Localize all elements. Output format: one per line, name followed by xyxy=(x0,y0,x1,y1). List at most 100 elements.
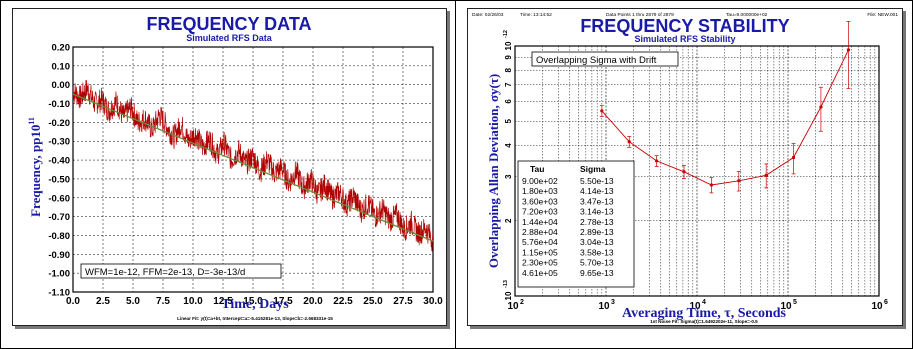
y-tick-label: -0.10 xyxy=(48,99,70,110)
y-tick-group: 8 xyxy=(504,67,513,72)
y-tick-label: -1.10 xyxy=(48,288,70,299)
y-tick-label: 6 xyxy=(504,99,513,104)
chart-title: FREQUENCY STABILITY xyxy=(580,16,789,36)
plot-border xyxy=(514,45,880,297)
table-cell-sigma: 2.78e-13 xyxy=(580,217,614,227)
y-axis-label-group: Frequency, pp1011 xyxy=(27,117,43,217)
chart-title: FREQUENCY DATA xyxy=(146,14,311,34)
y-tick-group: 7 xyxy=(504,82,513,87)
x-tick-exponent: 3 xyxy=(611,299,615,306)
y-axis-label: Frequency, pp1011 xyxy=(27,117,43,217)
y-tick-labels: 0.20 0.10 0.00 -0.10 -0.20 -0.30 -0.40 -0.50 -0.… xyxy=(48,43,70,299)
chart-subtitle: Simulated RFS Data xyxy=(186,33,273,43)
x-tick-label: 25.0 xyxy=(363,296,383,307)
plot-area xyxy=(72,46,434,293)
y-tick-label: 10 xyxy=(504,41,513,50)
x-tick-label: 10 xyxy=(871,301,883,312)
x-tick-labels: 10 2 10 3 10 4 10 5 10 6 xyxy=(507,299,888,312)
table-cell-tau: 7.20e+03 xyxy=(522,207,558,217)
header-points: Data Points 1 thru 2879 of 2879 xyxy=(606,12,674,18)
table-cell-sigma: 9.65e-13 xyxy=(580,268,614,278)
table-cell-tau: 1.15e+05 xyxy=(522,247,558,257)
sigma-point xyxy=(791,155,796,160)
header-tau: Tau=9.000000e+02 xyxy=(726,12,768,18)
y-tick-label: 3 xyxy=(504,174,513,179)
fit-line xyxy=(72,93,434,242)
x-tick-label: 2.5 xyxy=(96,296,110,307)
table-cell-sigma: 5.50e-13 xyxy=(580,176,614,186)
sigma-point xyxy=(709,183,714,187)
table-cell-tau: 2.30e+05 xyxy=(522,258,558,268)
x-tick-label: 20.0 xyxy=(303,296,323,307)
y-tick-label: 0.00 xyxy=(52,80,71,91)
sigma-point xyxy=(737,179,741,183)
table-header-sigma: Sigma xyxy=(580,164,606,174)
y-tick-label: -0.20 xyxy=(48,118,70,129)
page-divider xyxy=(455,0,456,349)
table-cell-sigma: 2.89e-13 xyxy=(580,227,614,237)
x-tick-label: 10 xyxy=(780,301,792,312)
y-tick-label: 9 xyxy=(504,55,513,60)
header-time: Time: 13:14:52 xyxy=(520,12,552,18)
y-tick-label: -0.80 xyxy=(48,231,70,242)
frequency-data-chart: FREQUENCY DATA Simulated RFS Data 0.20 0.… xyxy=(27,14,443,321)
y-tick-label: 5 xyxy=(504,118,513,123)
table-cell-tau: 5.76e+04 xyxy=(522,237,558,247)
table-cell-tau: 9.00e+02 xyxy=(522,176,558,186)
x-tick-label: 17.5 xyxy=(273,296,293,307)
table-cell-sigma: 3.04e-13 xyxy=(580,237,614,247)
y-tick-label: 0.20 xyxy=(52,43,71,54)
x-tick-exponent: 4 xyxy=(702,299,706,306)
y-tick-group: 10-12 xyxy=(503,30,513,50)
table-cell-tau: 3.60e+03 xyxy=(522,196,558,206)
grid xyxy=(73,47,433,292)
x-tick-label: 10 xyxy=(689,301,701,312)
header-date: Date: 02/26/03 xyxy=(472,12,504,18)
y-tick-label: -1.00 xyxy=(48,269,70,280)
y-tick-group: 4 xyxy=(504,143,513,148)
y-tick-group: 10-13 xyxy=(503,280,513,300)
y-tick-exponent: -13 xyxy=(503,280,509,288)
frequency-data-panel: FREQUENCY DATA Simulated RFS Data 0.20 0.… xyxy=(12,8,447,326)
y-tick-label: 10 xyxy=(504,291,513,300)
y-tick-label: -0.60 xyxy=(48,193,70,204)
x-tick-label: 15.0 xyxy=(243,296,263,307)
annotation-box xyxy=(80,263,282,279)
frequency-stability-chart: Date: 02/26/03 Time: 13:14:52 Data Point… xyxy=(472,12,898,324)
sigma-point xyxy=(819,105,823,109)
sigma-point xyxy=(764,173,768,177)
x-tick-label: 30.0 xyxy=(423,296,443,307)
y-tick-exponent: -12 xyxy=(503,30,509,38)
x-tick-exponent: 5 xyxy=(793,299,797,306)
table-header-tau: Tau xyxy=(530,164,544,174)
legend-box xyxy=(531,51,679,67)
x-tick-labels: 0.0 2.5 5.0 7.5 10.0 12.5 15.0 17.5 20.0 22.5 25.0… xyxy=(66,296,443,307)
y-tick-group: 9 xyxy=(504,55,513,60)
x-tick-label: 7.5 xyxy=(156,296,170,307)
y-axis-label-group: Overlapping Allan Deviation, σy(τ) xyxy=(486,74,501,268)
x-tick-label: 5.0 xyxy=(126,296,140,307)
y-tick-group: 6 xyxy=(504,99,513,104)
chart-subtitle: Simulated RFS Stability xyxy=(634,34,735,44)
sigma-table xyxy=(517,160,635,288)
y-tick-group: 5 xyxy=(504,118,513,123)
table-cell-tau: 4.61e+05 xyxy=(522,268,558,278)
table-cell-sigma: 3.58e-13 xyxy=(580,247,614,257)
frequency-stability-panel: Date: 02/26/03 Time: 13:14:52 Data Point… xyxy=(467,8,903,326)
data-trace xyxy=(72,79,434,252)
table-cell-sigma: 4.14e-13 xyxy=(580,186,614,196)
y-tick-label: -0.70 xyxy=(48,212,70,223)
x-tick-label: 27.5 xyxy=(393,296,413,307)
sigma-point xyxy=(655,159,659,163)
x-tick-label: 12.5 xyxy=(213,296,233,307)
table-cell-tau: 2.88e+04 xyxy=(522,227,558,237)
sigma-point xyxy=(627,140,631,144)
plot-area xyxy=(514,21,880,297)
x-tick-exponent: 2 xyxy=(520,299,524,306)
y-tick-group: 3 xyxy=(504,174,513,179)
sigma-point xyxy=(846,48,850,52)
y-tick-label: 0.10 xyxy=(52,61,71,72)
header-file: File: NEW.001 xyxy=(867,12,898,18)
x-tick-label: 10 xyxy=(598,301,610,312)
